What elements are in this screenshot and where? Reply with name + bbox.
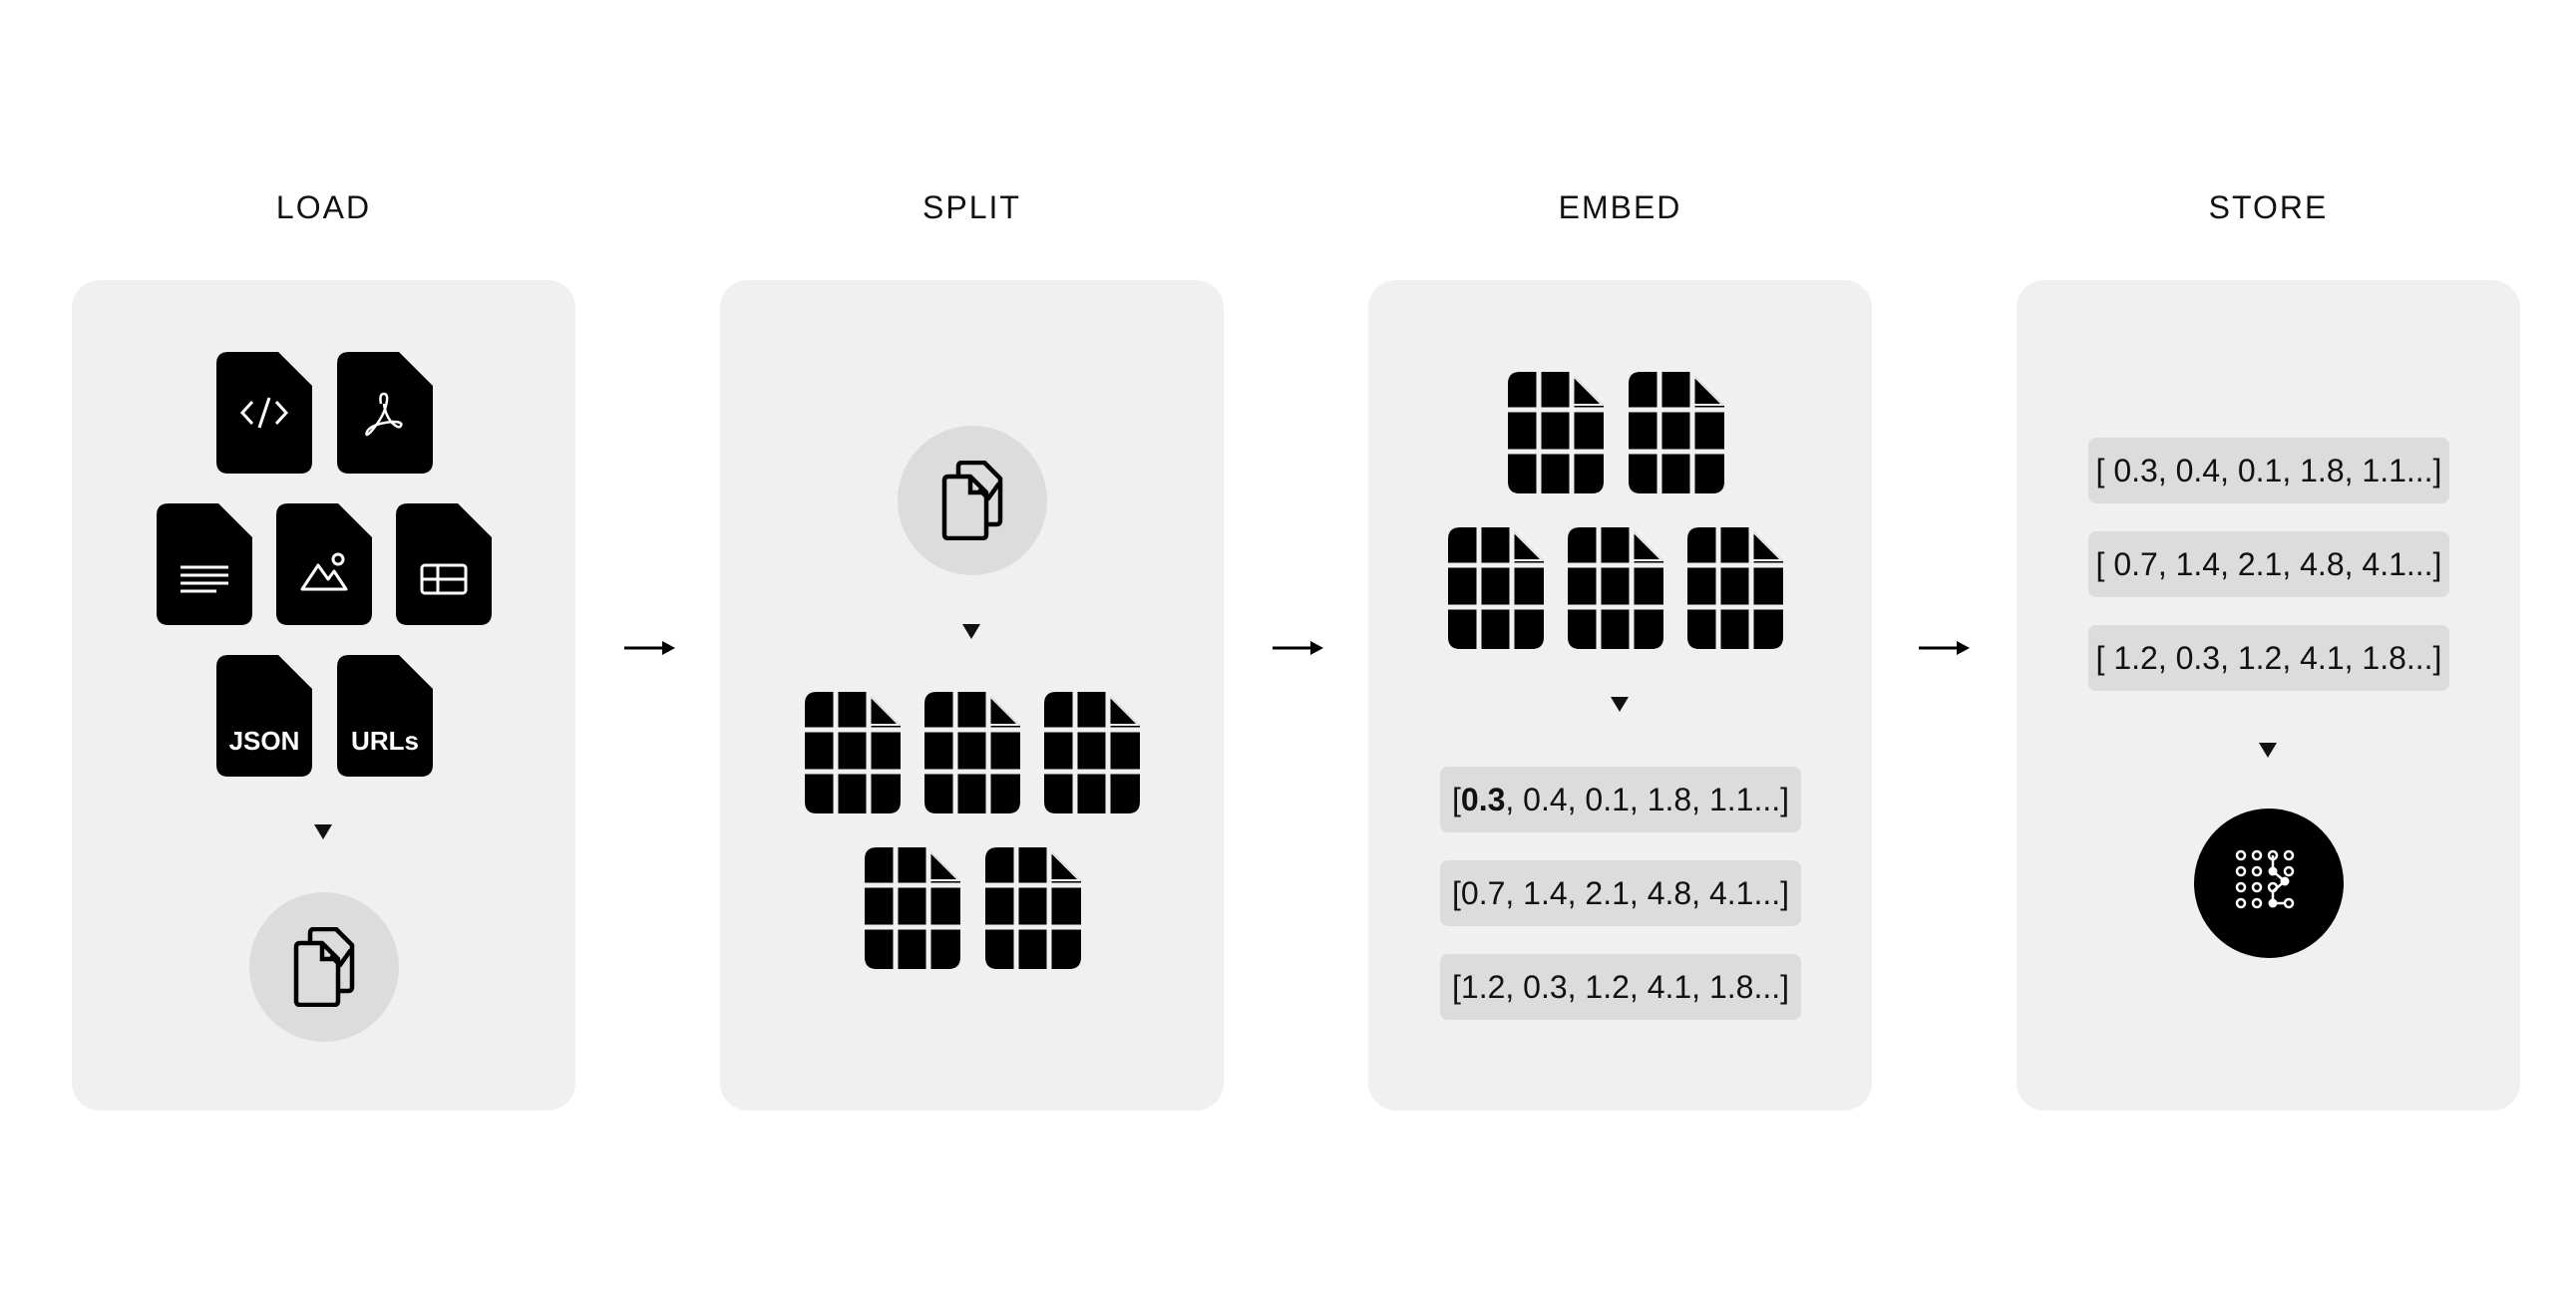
chunk-doc-icon [1629, 372, 1724, 493]
documents-circle [249, 892, 399, 1042]
documents-circle [898, 426, 1047, 575]
stage-title-embed: EMBED [1558, 189, 1682, 225]
image-file-icon [276, 503, 372, 625]
load-panel: JSON URLs [72, 280, 575, 1111]
copy-check-icon [940, 461, 1004, 540]
stored-vector: [ 0.3, 0.4, 0.1, 1.8, 1.1...] [2088, 438, 2449, 503]
chunk-doc-icon [1448, 527, 1544, 649]
stage-title-store: STORE [2208, 189, 2329, 225]
right-arrow-icon [1273, 628, 1324, 668]
pdf-file-icon [337, 352, 433, 474]
stored-vector: [ 0.7, 1.4, 2.1, 4.8, 4.1...] [2088, 531, 2449, 597]
urls-file-icon: URLs [337, 655, 433, 777]
chunk-doc-icon [865, 847, 960, 969]
embed-panel: [ 0.3, 0.4, 0.1, 1.8, 1.1...] [ 0.7, 1.4… [1368, 280, 1872, 1111]
copy-check-icon [292, 927, 356, 1007]
chunk-doc-icon [1687, 527, 1783, 649]
urls-label: URLs [351, 726, 419, 756]
json-label: JSON [228, 726, 300, 756]
store-panel: [ 0.3, 0.4, 0.1, 1.8, 1.1...] [ 0.7, 1.4… [2017, 280, 2520, 1111]
stage-title-load: LOAD [275, 189, 372, 225]
down-arrow-icon [1611, 697, 1629, 712]
chunk-doc-icon [1508, 372, 1604, 493]
vector-db-icon [2235, 849, 2295, 909]
json-file-icon: JSON [216, 655, 312, 777]
right-arrow-icon [624, 628, 676, 668]
chunk-doc-icon [985, 847, 1081, 969]
text-file-icon [157, 503, 252, 625]
split-panel [720, 280, 1224, 1111]
chunk-doc-icon [1044, 692, 1140, 813]
chunk-doc-icon [1568, 527, 1663, 649]
down-arrow-icon [962, 624, 980, 639]
down-arrow-icon [2259, 743, 2277, 758]
chunk-doc-icon [805, 692, 901, 813]
right-arrow-icon [1919, 628, 1971, 668]
stored-vector: [ 1.2, 0.3, 1.2, 4.1, 1.8...] [2088, 625, 2449, 691]
chunk-doc-icon [924, 692, 1020, 813]
embedding-vector: [ 0.3, 0.4, 0.1, 1.8, 1.1...] [1440, 767, 1801, 832]
table-file-icon [396, 503, 492, 625]
vector-store-logo [2194, 809, 2344, 958]
stage-title-split: SPLIT [922, 189, 1021, 225]
embedding-vector: [ 0.7, 1.4, 2.1, 4.8, 4.1...] [1440, 860, 1801, 926]
down-arrow-icon [314, 824, 332, 839]
embedding-vector: [ 1.2, 0.3, 1.2, 4.1, 1.8...] [1440, 954, 1801, 1020]
code-file-icon [216, 352, 312, 474]
